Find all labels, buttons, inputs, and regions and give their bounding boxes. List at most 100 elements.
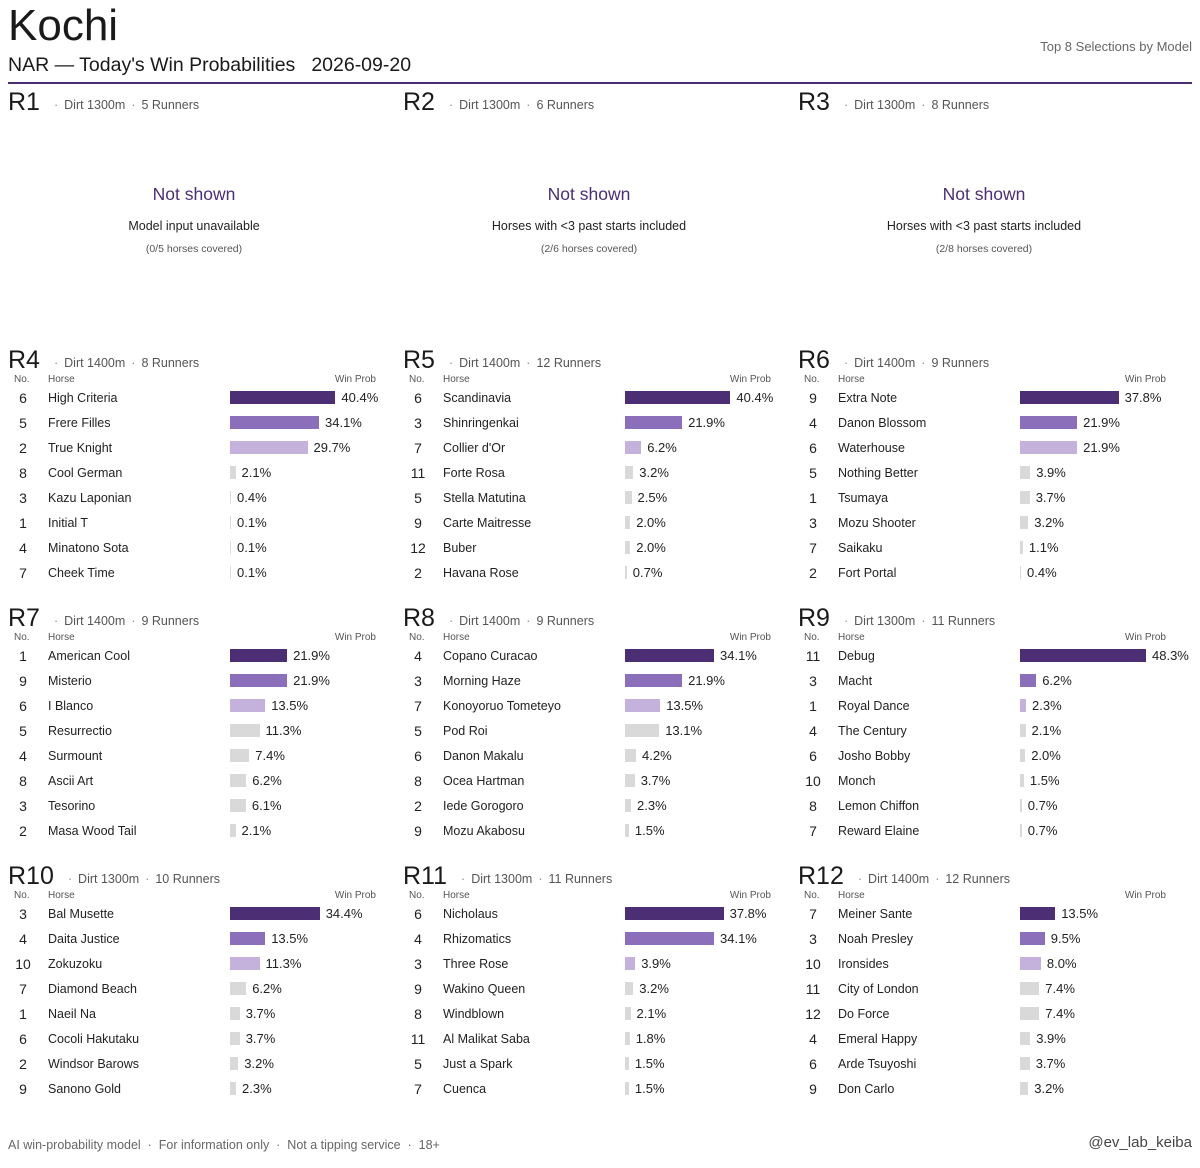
saddle-number: 5: [414, 1056, 422, 1072]
saddle-number: 2: [414, 798, 422, 814]
race-runners: 5 Runners: [141, 98, 200, 112]
horse-name: Windsor Barows: [48, 1057, 139, 1071]
win-prob-bar: [625, 416, 683, 429]
saddle-number: 6: [809, 440, 817, 456]
horse-name: Havana Rose: [443, 566, 519, 580]
runner-row: 9 Don Carlo 3.2%: [798, 1077, 1170, 1102]
race-header: R6 · Dirt 1400m · 9 Runners: [798, 346, 989, 374]
saddle-number: 4: [809, 1031, 817, 1047]
race-number: R1: [8, 88, 40, 116]
race-surface: Dirt 1300m: [854, 614, 916, 628]
win-prob-value: 1.1%: [1028, 540, 1059, 555]
win-prob-value: 7.4%: [1045, 981, 1075, 996]
runner-row: 7 Cuenca 1.5%: [403, 1077, 775, 1102]
footer-item: 18+: [418, 1138, 440, 1152]
horse-name: Saikaku: [838, 541, 883, 555]
runner-row: 2 Iede Gorogoro 2.3%: [403, 794, 775, 819]
win-prob-value: 0.7%: [632, 565, 663, 580]
horse-name: The Century: [838, 724, 907, 738]
runner-list: 6 High Criteria 40.4% 5 Frere Filles 34.1% 2 Tr…: [8, 386, 380, 586]
win-prob-value: 13.5%: [666, 698, 704, 713]
horse-name: Carte Maitresse: [443, 516, 532, 530]
win-prob-value: 11.3%: [265, 723, 302, 738]
win-prob-bar: [625, 982, 634, 995]
not-shown-reason: Horses with <3 past starts included: [886, 219, 1082, 233]
runner-list: 3 Bal Musette 34.4% 4 Daita Justice 13.5% 10 Zo…: [8, 902, 380, 1102]
runner-row: 5 Frere Filles 34.1%: [8, 411, 380, 436]
race-meta: · Dirt 1300m · 11 Runners: [838, 614, 995, 628]
race-header: R2 · Dirt 1300m · 6 Runners: [403, 88, 594, 116]
saddle-number: 9: [809, 390, 817, 406]
win-prob-bar: [1020, 982, 1040, 995]
horse-name: True Knight: [48, 441, 113, 455]
horse-name: Tesorino: [48, 799, 96, 813]
horse-name: Three Rose: [443, 957, 509, 971]
win-prob-bar: [230, 932, 266, 945]
runner-row: 2 Masa Wood Tail 2.1%: [8, 819, 380, 844]
win-prob-value: 13.5%: [271, 698, 309, 713]
race-meta: · Dirt 1400m · 9 Runners: [838, 356, 989, 370]
saddle-number: 1: [809, 490, 817, 506]
win-prob-value: 3.2%: [244, 1056, 274, 1071]
race-runners: 9 Runners: [536, 614, 595, 628]
runner-row: 9 Carte Maitresse 2.0%: [403, 511, 775, 536]
column-header-no: No.: [14, 890, 30, 901]
saddle-number: 12: [410, 540, 426, 556]
win-prob-bar: [625, 674, 683, 687]
race-panel-r3: R3 · Dirt 1300m · 8 Runners Not shown Horses w…: [798, 88, 1170, 340]
win-prob-value: 11.3%: [265, 956, 302, 971]
horse-name: Rhizomatics: [443, 932, 512, 946]
win-prob-bar: [625, 649, 714, 662]
runner-row: 4 Copano Curacao 34.1%: [403, 644, 775, 669]
runner-row: 8 Ascii Art 6.2%: [8, 769, 380, 794]
win-prob-value: 8.0%: [1046, 956, 1077, 971]
runner-row: 9 Sanono Gold 2.3%: [8, 1077, 380, 1102]
column-header-no: No.: [409, 890, 425, 901]
saddle-number: 5: [414, 723, 422, 739]
race-runners: 6 Runners: [536, 98, 595, 112]
win-prob-value: 34.1%: [720, 648, 757, 663]
horse-name: Don Carlo: [838, 1082, 895, 1096]
saddle-number: 10: [805, 956, 821, 972]
meta-separator: ·: [448, 98, 454, 112]
win-prob-value: 21.9%: [688, 673, 725, 688]
win-prob-value: 6.2%: [252, 773, 282, 788]
win-prob-bar: [230, 749, 250, 762]
win-prob-bar: [230, 391, 336, 404]
horse-name: Forte Rosa: [443, 466, 505, 480]
race-header: R9 · Dirt 1300m · 11 Runners: [798, 604, 995, 632]
race-number: R11: [403, 862, 448, 890]
race-header: R4 · Dirt 1400m · 8 Runners: [8, 346, 199, 374]
runner-row: 4 Emeral Happy 3.9%: [798, 1027, 1170, 1052]
header-note: Top 8 Selections by Model: [1040, 39, 1192, 54]
win-prob-bar: [625, 774, 635, 787]
saddle-number: 11: [805, 981, 821, 997]
saddle-number: 6: [19, 390, 27, 406]
horse-name: Macht: [838, 674, 873, 688]
win-prob-value: 13.1%: [665, 723, 703, 738]
horse-name: Al Malikat Saba: [443, 1032, 530, 1046]
win-prob-value: 1.5%: [634, 823, 665, 838]
race-runners: 9 Runners: [141, 614, 200, 628]
race-meta: · Dirt 1300m · 5 Runners: [48, 98, 199, 112]
horse-name: Danon Blossom: [838, 416, 927, 430]
win-prob-bar: [230, 907, 320, 920]
runner-row: 3 Noah Presley 9.5%: [798, 927, 1170, 952]
win-prob-bar: [230, 957, 260, 970]
win-prob-value: 1.8%: [635, 1031, 666, 1046]
coverage-note: (2/6 horses covered): [540, 243, 638, 255]
horse-name: Reward Elaine: [838, 824, 920, 838]
race-meta: · Dirt 1400m · 12 Runners: [852, 872, 1010, 886]
win-prob-bar: [230, 541, 231, 554]
win-prob-value: 3.9%: [1036, 465, 1066, 480]
saddle-number: 8: [19, 465, 27, 481]
column-header-win-prob: Win Prob: [729, 632, 771, 643]
win-prob-bar: [230, 1082, 236, 1095]
race-header: R12 · Dirt 1400m · 12 Runners: [798, 862, 1010, 890]
runner-list: 1 American Cool 21.9% 9 Misterio 21.9% 6 I Blan…: [8, 644, 380, 844]
saddle-number: 5: [19, 723, 27, 739]
not-shown-title: Not shown: [942, 184, 1026, 204]
win-prob-value: 3.7%: [245, 1006, 276, 1021]
win-prob-value: 1.5%: [634, 1056, 665, 1071]
win-prob-value: 2.3%: [1032, 698, 1062, 713]
